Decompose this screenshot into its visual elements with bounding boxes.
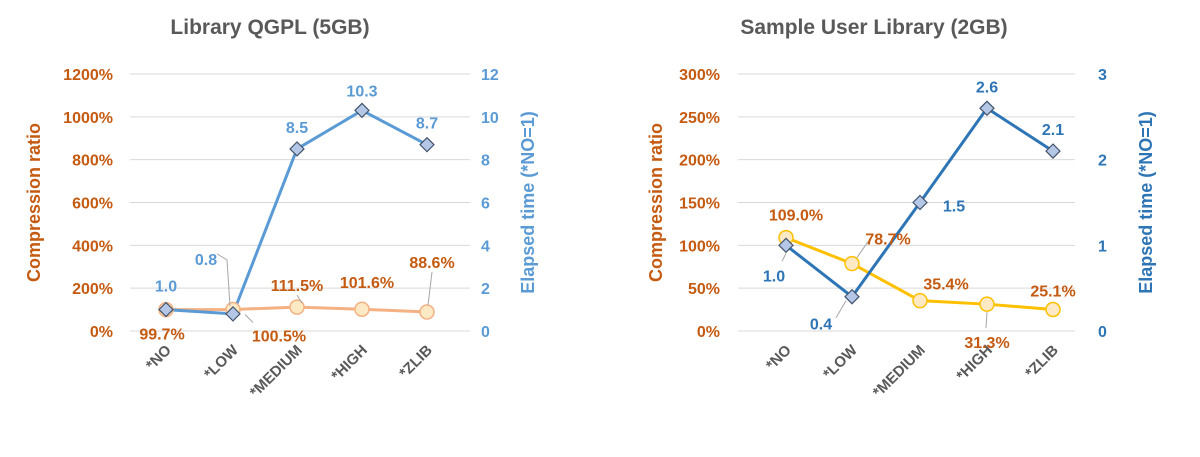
right-axis-tick-label: 10 — [481, 110, 499, 127]
data-point-diamond — [419, 136, 435, 153]
left-axis-tick-label: 1200% — [63, 67, 113, 84]
data-label: 10.3 — [346, 83, 377, 100]
leader-line — [216, 253, 231, 306]
data-point-circle — [979, 296, 995, 312]
data-point-diamond — [354, 102, 370, 119]
data-label: 31.3% — [964, 335, 1009, 352]
data-point-circle — [289, 299, 305, 315]
data-point-diamond — [289, 141, 305, 157]
data-point-diamond — [1045, 143, 1061, 159]
right-axis-tick-label: 0 — [1098, 324, 1107, 341]
data-point-circle — [354, 301, 370, 317]
leader-line — [427, 271, 433, 306]
leader-line — [244, 314, 254, 323]
leader-line — [781, 253, 787, 262]
data-label: 2.6 — [976, 79, 998, 96]
category-label: *MEDIUM — [870, 342, 929, 401]
right-axis-tick-label: 0 — [481, 324, 490, 341]
data-label: 0.4 — [810, 317, 832, 334]
data-point-diamond — [225, 306, 241, 322]
data-label: 88.6% — [409, 255, 454, 272]
data-label: 109.0% — [769, 208, 823, 225]
right-axis-title: Elapsed time (*NO=1) — [1136, 111, 1156, 294]
data-label: 1.0 — [155, 279, 177, 296]
left-axis-tick-label: 100% — [679, 238, 720, 255]
data-label: 100.5% — [252, 328, 306, 345]
data-label: 78.7% — [865, 232, 910, 249]
left-axis-title: Compression ratio — [24, 123, 44, 282]
data-label: 0.8 — [195, 252, 217, 269]
leader-line — [296, 294, 303, 304]
category-label: *LOW — [201, 341, 242, 382]
data-point-circle — [912, 292, 928, 309]
left-axis-tick-label: 1000% — [63, 110, 113, 127]
category-label: *ZLIB — [1022, 342, 1062, 382]
category-label: *HIGH — [328, 342, 371, 385]
data-label: 99.7% — [139, 327, 184, 344]
right-axis-tick-label: 3 — [1098, 67, 1107, 84]
data-point-diamond — [778, 237, 794, 254]
category-label: *MEDIUM — [247, 342, 306, 401]
right-axis-tick-label: 8 — [481, 153, 490, 170]
left-axis-tick-label: 400% — [72, 238, 113, 255]
right-axis-tick-label: 1 — [1098, 238, 1107, 255]
chart-title: Sample User Library (2GB) — [740, 16, 1007, 39]
left-axis-tick-label: 200% — [72, 281, 113, 298]
data-point-diamond — [844, 288, 860, 305]
data-point-diamond — [912, 194, 928, 211]
data-label: 1.0 — [763, 268, 785, 285]
data-point-circle — [1045, 301, 1061, 318]
chart-title: Library QGPL (5GB) — [170, 16, 369, 39]
data-point-diamond — [158, 301, 174, 318]
data-label: 8.7 — [416, 116, 438, 133]
data-label: 111.5% — [271, 278, 324, 295]
data-point-circle — [844, 255, 860, 272]
data-label: 35.4% — [923, 277, 968, 294]
right-axis-tick-label: 2 — [1098, 153, 1107, 170]
left-axis-tick-label: 150% — [679, 196, 720, 213]
right-axis-tick-label: 2 — [481, 281, 490, 298]
data-label: 8.5 — [286, 120, 308, 137]
leader-line — [856, 241, 869, 258]
left-axis-tick-label: 0% — [90, 324, 113, 341]
category-label: *LOW — [820, 341, 861, 382]
right-axis-tick-label: 4 — [481, 238, 490, 255]
right-axis-title: Elapsed time (*NO=1) — [518, 111, 538, 294]
category-label: *NO — [763, 342, 795, 374]
data-point-circle — [419, 304, 435, 320]
data-label: 2.1 — [1042, 122, 1064, 139]
category-label: *NO — [143, 342, 175, 374]
left-axis-tick-label: 300% — [679, 67, 720, 84]
right-axis-tick-label: 6 — [481, 196, 490, 213]
data-label: 101.6% — [340, 275, 394, 292]
data-label: 25.1% — [1030, 283, 1075, 300]
leader-line — [985, 312, 988, 329]
left-axis-tick-label: 200% — [679, 153, 720, 170]
left-axis-tick-label: 250% — [679, 110, 720, 127]
left-axis-tick-label: 600% — [72, 196, 113, 213]
left-axis-tick-label: 50% — [688, 281, 720, 298]
left-axis-tick-label: 0% — [697, 324, 720, 341]
right-axis-tick-label: 12 — [481, 67, 499, 84]
leader-line — [835, 300, 847, 318]
data-label: 1.5 — [943, 199, 965, 216]
data-point-diamond — [979, 100, 995, 117]
category-label: *ZLIB — [396, 342, 436, 382]
left-axis-title: Compression ratio — [646, 123, 666, 282]
left-axis-tick-label: 800% — [72, 153, 113, 170]
